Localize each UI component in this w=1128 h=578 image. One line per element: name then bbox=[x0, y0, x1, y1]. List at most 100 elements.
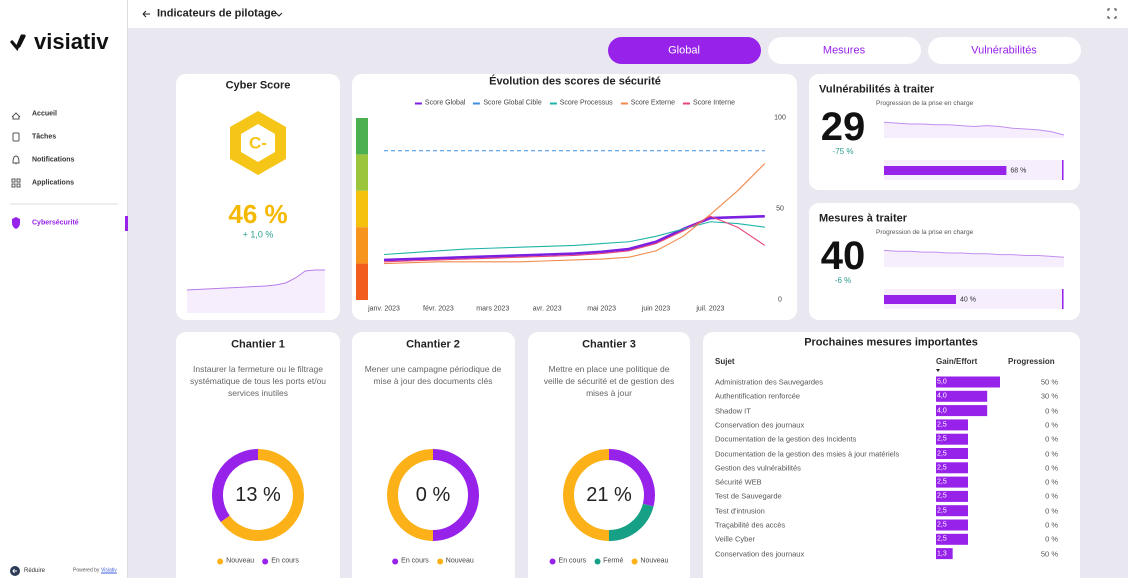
tab[interactable] bbox=[768, 37, 921, 64]
legend-label: En cours bbox=[558, 557, 587, 565]
legend-dot bbox=[436, 558, 443, 564]
gain-bar bbox=[936, 419, 968, 431]
cell-gain: 2,5 bbox=[937, 421, 947, 429]
tab-label[interactable]: Global bbox=[668, 44, 700, 57]
legend-label: Score Global bbox=[424, 99, 466, 107]
logo-mark bbox=[10, 34, 26, 52]
series-line bbox=[383, 163, 766, 265]
shield-icon bbox=[12, 217, 20, 229]
nav-item-active[interactable]: Cybersécurité bbox=[32, 219, 79, 227]
cell-progression: 0 % bbox=[1045, 405, 1058, 415]
page-title: Indicateurs de pilotage bbox=[157, 7, 277, 20]
x-tick-label: juil. 2023 bbox=[696, 305, 725, 313]
kpi-value: 29 bbox=[820, 105, 866, 149]
chart-card bbox=[352, 74, 797, 320]
fullscreen-icon bbox=[1107, 8, 1117, 19]
legend: Score Global Score Global Cible Score Proc… bbox=[414, 99, 735, 107]
donut-center-label: 13 % bbox=[235, 484, 281, 506]
cell-subject: Sécurité WEB bbox=[715, 477, 762, 487]
legend-label: Nouveau bbox=[640, 557, 669, 565]
home-icon bbox=[11, 112, 21, 120]
legend-swatch bbox=[549, 102, 557, 104]
tab[interactable] bbox=[608, 37, 761, 64]
sparkline-area bbox=[884, 122, 1064, 138]
x-tick-label: mars 2023 bbox=[476, 305, 510, 313]
nav-item[interactable]: Notifications bbox=[32, 156, 75, 164]
donut-segment bbox=[387, 449, 434, 541]
dropdown-chevron bbox=[275, 12, 283, 17]
legend-swatch bbox=[620, 102, 628, 104]
column-header: Progression bbox=[1008, 357, 1055, 366]
sparkline bbox=[883, 121, 1065, 136]
card-title: Mesures à traiter bbox=[819, 212, 908, 225]
cell-progression: 0 % bbox=[1045, 420, 1058, 430]
progress-end bbox=[1062, 160, 1064, 180]
nav-item[interactable]: Accueil bbox=[32, 110, 57, 118]
cell-subject: Administration des Sauvegardes bbox=[715, 377, 823, 387]
gain-bar bbox=[936, 448, 968, 459]
nav-item[interactable]: Applications bbox=[32, 179, 75, 187]
cell-subject: Test de Sauvegarde bbox=[715, 491, 782, 501]
y-tick-label: 100 bbox=[774, 114, 786, 122]
gain-bar bbox=[936, 490, 968, 502]
cell-progression: 0 % bbox=[1045, 448, 1058, 458]
description: Instaurer la fermeture ou le filtrage sy… bbox=[189, 364, 327, 398]
x-tick-label: mai 2023 bbox=[587, 305, 616, 313]
card-title: Chantier 3 bbox=[582, 338, 636, 351]
card-title: Cyber Score bbox=[225, 79, 291, 92]
nav-icons bbox=[11, 8, 1117, 188]
donut-segment bbox=[432, 449, 479, 541]
legend-swatch bbox=[683, 102, 691, 104]
legend-label: Nouveau bbox=[445, 557, 474, 565]
collapse-arrow bbox=[12, 568, 17, 574]
cell-gain: 1,3 bbox=[937, 550, 947, 558]
nav-item[interactable]: Tâches bbox=[32, 133, 57, 141]
cell-gain: 2,5 bbox=[937, 492, 947, 500]
y-tick-label: 50 bbox=[776, 205, 784, 213]
cell-gain: 5,0 bbox=[937, 378, 947, 386]
legend: En cours Fermé Nouveau bbox=[549, 557, 669, 565]
legend-item: Score Interne bbox=[683, 100, 735, 107]
scale-segment bbox=[356, 118, 368, 155]
column-header: Sujet bbox=[715, 357, 735, 366]
cell-progression: 0 % bbox=[1045, 505, 1058, 515]
grade: C- bbox=[249, 133, 267, 153]
powered-by: Powered by bbox=[73, 567, 100, 574]
sparkline bbox=[883, 249, 1065, 258]
logo: visiativ bbox=[34, 29, 109, 54]
kpi-change: -75 % bbox=[832, 147, 854, 156]
collapse-button[interactable]: Réduire bbox=[24, 568, 46, 574]
cell-progression: 50 % bbox=[1040, 377, 1058, 387]
card-title: Prochaines mesures importantes bbox=[804, 336, 978, 349]
scale-segment bbox=[356, 227, 368, 264]
tab[interactable] bbox=[928, 37, 1081, 64]
scale-segment bbox=[356, 190, 368, 228]
legend-item: Nouveau bbox=[436, 557, 474, 565]
legend-label: Score Global Cible bbox=[483, 99, 542, 107]
gain-bar bbox=[936, 405, 988, 417]
chart-title: Évolution des scores de sécurité bbox=[489, 75, 661, 88]
cell-gain: 4,0 bbox=[937, 392, 947, 400]
legend-label: En cours bbox=[271, 557, 299, 565]
legend-dot bbox=[262, 558, 269, 564]
score-change: + 1,0 % bbox=[242, 229, 274, 240]
legend-label: Fermé bbox=[603, 557, 624, 565]
progress-bar bbox=[884, 295, 956, 304]
progress-label: 68 % bbox=[1010, 167, 1027, 175]
powered-link[interactable]: Visiativ bbox=[101, 567, 117, 574]
tab-label[interactable]: Vulnérabilités bbox=[971, 44, 1037, 57]
tasks-icon bbox=[12, 132, 20, 142]
legend-swatch bbox=[414, 102, 422, 104]
legend-item: En cours bbox=[549, 557, 587, 565]
donut-segment bbox=[608, 503, 654, 541]
gain-bar bbox=[936, 505, 968, 517]
column-header: Gain/Effort bbox=[936, 357, 978, 366]
cell-progression: 0 % bbox=[1045, 534, 1058, 544]
tab-label[interactable]: Mesures bbox=[822, 44, 866, 57]
gain-bar bbox=[936, 476, 968, 488]
legend-swatch bbox=[473, 102, 481, 104]
cell-gain: 2,5 bbox=[937, 450, 947, 457]
scale-segment bbox=[356, 154, 368, 191]
